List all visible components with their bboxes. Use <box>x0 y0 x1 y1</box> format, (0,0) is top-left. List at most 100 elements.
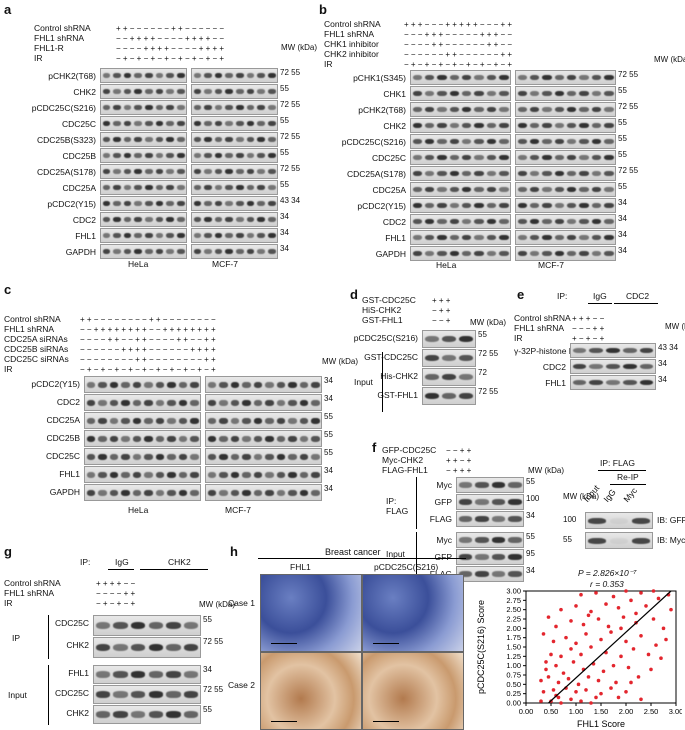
band <box>517 202 527 209</box>
band <box>499 90 509 97</box>
blot-strip <box>422 330 476 348</box>
band <box>166 691 181 698</box>
band <box>424 335 439 343</box>
band <box>246 120 255 127</box>
blot-strip <box>410 86 511 101</box>
band <box>242 399 251 406</box>
data-point <box>669 607 673 612</box>
data-point <box>661 626 666 631</box>
band <box>214 184 223 191</box>
blot-strip <box>205 448 322 465</box>
band <box>178 381 187 388</box>
condition-signs: + + − − − − − − + + − − − − − − <box>116 24 225 33</box>
blot-label: CDC25B(S323) <box>36 135 96 145</box>
band <box>529 234 540 241</box>
band <box>178 489 187 496</box>
band <box>589 363 604 370</box>
band <box>225 248 233 255</box>
band <box>591 186 602 193</box>
mw-header: MW (kDa) <box>563 492 599 501</box>
band <box>508 499 522 505</box>
band <box>109 381 118 388</box>
band <box>475 516 489 522</box>
band <box>632 517 650 524</box>
band <box>437 74 447 81</box>
band <box>130 621 146 630</box>
band <box>86 489 95 496</box>
band <box>604 218 614 225</box>
blot-strip <box>84 430 201 447</box>
band <box>214 200 223 207</box>
band <box>166 711 181 718</box>
band <box>299 489 308 496</box>
band <box>113 152 121 159</box>
band <box>265 471 274 478</box>
data-point <box>649 667 653 672</box>
band <box>230 435 239 442</box>
band <box>591 234 602 241</box>
data-point <box>629 598 633 603</box>
data-point <box>574 690 578 694</box>
band <box>591 138 602 145</box>
band <box>579 74 589 81</box>
band <box>458 537 472 543</box>
band <box>554 122 564 129</box>
condition-signs: + + + <box>432 296 451 305</box>
band <box>424 392 439 400</box>
band <box>604 138 614 145</box>
cell-line-label: MCF-7 <box>538 260 564 270</box>
data-point <box>659 656 663 660</box>
data-point <box>656 596 661 601</box>
band <box>517 90 527 97</box>
band <box>542 250 552 257</box>
band <box>588 537 606 544</box>
band <box>517 138 527 145</box>
condition-signs: + + − + <box>446 456 472 465</box>
band <box>214 216 223 223</box>
band <box>113 136 121 143</box>
band <box>474 106 484 113</box>
band <box>207 417 216 424</box>
band <box>462 90 472 97</box>
mw-marker: 72 55 <box>280 68 301 77</box>
scatter-plot: 0.00 0.50 1.00 1.50 2.00 2.50 3.000.000.250.50… <box>476 587 682 730</box>
band <box>193 168 202 175</box>
blot-strip <box>515 134 616 149</box>
band <box>542 186 552 193</box>
band <box>542 202 552 209</box>
condition-label: FHL1 shRNA <box>514 323 565 333</box>
band <box>610 517 628 524</box>
micrograph-case1-fhl1 <box>260 574 362 652</box>
band <box>276 399 285 406</box>
condition-label: CHK1 inhibitor <box>324 39 379 49</box>
band <box>491 537 505 543</box>
band <box>475 571 489 577</box>
band <box>412 90 422 97</box>
band <box>462 138 472 145</box>
data-point <box>611 594 616 599</box>
panel-letter: e <box>517 287 525 302</box>
band <box>267 104 276 111</box>
band <box>579 154 589 161</box>
condition-signs: − − − + + <box>572 324 605 333</box>
band <box>529 138 540 145</box>
band <box>491 482 505 488</box>
band <box>246 136 255 143</box>
data-point <box>569 647 573 651</box>
micrograph-column-pcdc25c: pCDC25C(S216) <box>374 562 439 572</box>
band <box>155 88 164 95</box>
blot-strip <box>191 164 278 179</box>
data-point <box>604 602 608 606</box>
band <box>219 399 228 406</box>
data-point <box>574 641 578 646</box>
band <box>145 72 153 79</box>
mw-marker: 55 <box>618 150 627 159</box>
band <box>459 373 474 381</box>
blot-strip <box>191 68 278 83</box>
data-point <box>624 639 628 644</box>
band <box>267 152 276 159</box>
band <box>225 216 233 223</box>
band <box>144 453 153 460</box>
band <box>424 373 439 381</box>
band <box>449 170 459 177</box>
